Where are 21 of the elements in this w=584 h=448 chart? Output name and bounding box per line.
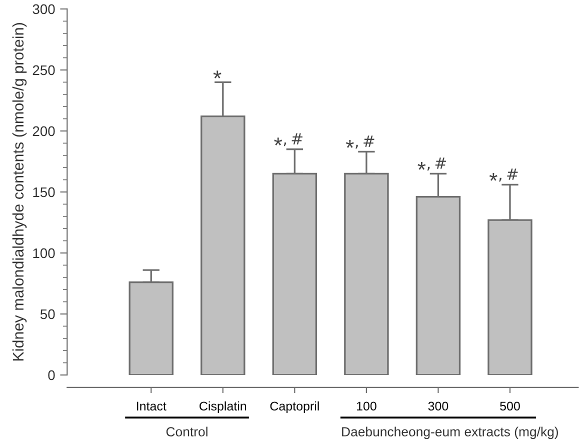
annotation: * [213,70,222,78]
y-tick-label: 150 [33,187,55,198]
x-tick-label: 100 [356,402,376,411]
annotation: *$^{,#}$ [489,168,518,182]
y-tick-label: 300 [32,4,55,14]
y-tick-label: 50 [40,309,55,320]
x-tick-label: Captopril [270,401,319,414]
text: Daebuncheong-eum extracts (mg/kg) [342,426,558,440]
x-tick-label: Cisplatin [200,401,246,414]
text: Control [166,426,208,436]
y-tick-label: 250 [32,65,55,76]
y-tick-label: 100 [33,248,55,258]
y-axis-title: Kidney malondialdhyde contents (nmole/g protein) [12,23,27,361]
x-tick-label: Intact [137,402,166,411]
x-tick-label: 500 [500,402,520,411]
annotation: *$^{,#}$ [274,133,302,146]
annotation: *$^{,#}$ [346,136,374,149]
x-tick-label: 300 [428,402,448,411]
y-tick-label: 200 [32,126,55,136]
annotation: *$^{,#}$ [418,158,446,171]
y-tick-label: 0 [48,370,55,380]
